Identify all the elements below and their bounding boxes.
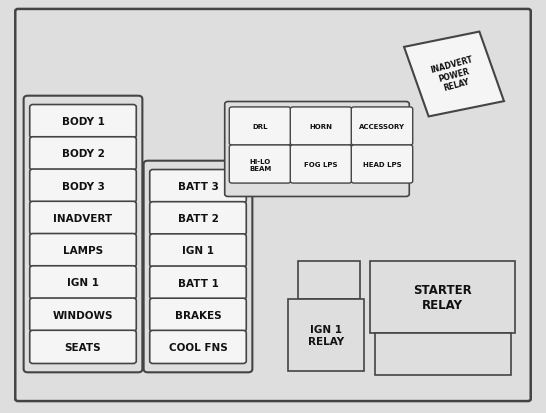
FancyBboxPatch shape <box>29 266 136 299</box>
FancyBboxPatch shape <box>150 170 246 203</box>
Text: IGN 1
RELAY: IGN 1 RELAY <box>308 325 344 346</box>
FancyBboxPatch shape <box>150 266 246 299</box>
FancyBboxPatch shape <box>150 299 246 332</box>
FancyBboxPatch shape <box>150 234 246 267</box>
Text: LAMPS: LAMPS <box>63 246 103 256</box>
Text: BATT 2: BATT 2 <box>177 214 218 224</box>
FancyBboxPatch shape <box>144 161 252 373</box>
Text: SEATS: SEATS <box>64 342 102 352</box>
Text: BODY 2: BODY 2 <box>62 149 104 159</box>
Text: BATT 3: BATT 3 <box>177 182 218 192</box>
Text: BODY 1: BODY 1 <box>62 117 104 127</box>
FancyBboxPatch shape <box>290 145 352 184</box>
FancyBboxPatch shape <box>351 108 413 146</box>
FancyBboxPatch shape <box>29 298 136 331</box>
Bar <box>375 333 511 375</box>
Polygon shape <box>404 33 504 117</box>
Text: HEAD LPS: HEAD LPS <box>363 161 401 168</box>
FancyBboxPatch shape <box>29 138 136 171</box>
Text: INADVERT: INADVERT <box>54 214 112 223</box>
FancyBboxPatch shape <box>229 108 290 146</box>
Text: BODY 3: BODY 3 <box>62 181 104 191</box>
Text: FOG LPS: FOG LPS <box>304 161 338 168</box>
Bar <box>288 299 364 371</box>
Text: HI-LO
BEAM: HI-LO BEAM <box>249 158 271 171</box>
Bar <box>298 261 360 299</box>
Text: IGN 1: IGN 1 <box>67 278 99 288</box>
FancyBboxPatch shape <box>290 108 352 146</box>
Text: BATT 1: BATT 1 <box>177 278 218 288</box>
FancyBboxPatch shape <box>23 97 143 373</box>
Bar <box>370 261 515 333</box>
Text: DRL: DRL <box>252 124 268 130</box>
FancyBboxPatch shape <box>29 234 136 267</box>
FancyBboxPatch shape <box>29 105 136 138</box>
Text: INADVERT
POWER
RELAY: INADVERT POWER RELAY <box>429 55 479 95</box>
FancyBboxPatch shape <box>229 145 290 184</box>
Text: HORN: HORN <box>310 124 333 130</box>
FancyBboxPatch shape <box>150 202 246 235</box>
Text: IGN 1: IGN 1 <box>182 246 214 256</box>
Text: ACCESSORY: ACCESSORY <box>359 124 405 130</box>
Text: COOL FNS: COOL FNS <box>169 342 227 352</box>
FancyBboxPatch shape <box>150 330 246 363</box>
FancyBboxPatch shape <box>225 102 410 197</box>
Text: STARTER
RELAY: STARTER RELAY <box>413 283 472 311</box>
FancyBboxPatch shape <box>29 170 136 203</box>
Text: BRAKES: BRAKES <box>175 310 221 320</box>
FancyBboxPatch shape <box>15 10 531 401</box>
Text: WINDOWS: WINDOWS <box>53 310 113 320</box>
FancyBboxPatch shape <box>29 330 136 363</box>
FancyBboxPatch shape <box>29 202 136 235</box>
FancyBboxPatch shape <box>351 145 413 184</box>
